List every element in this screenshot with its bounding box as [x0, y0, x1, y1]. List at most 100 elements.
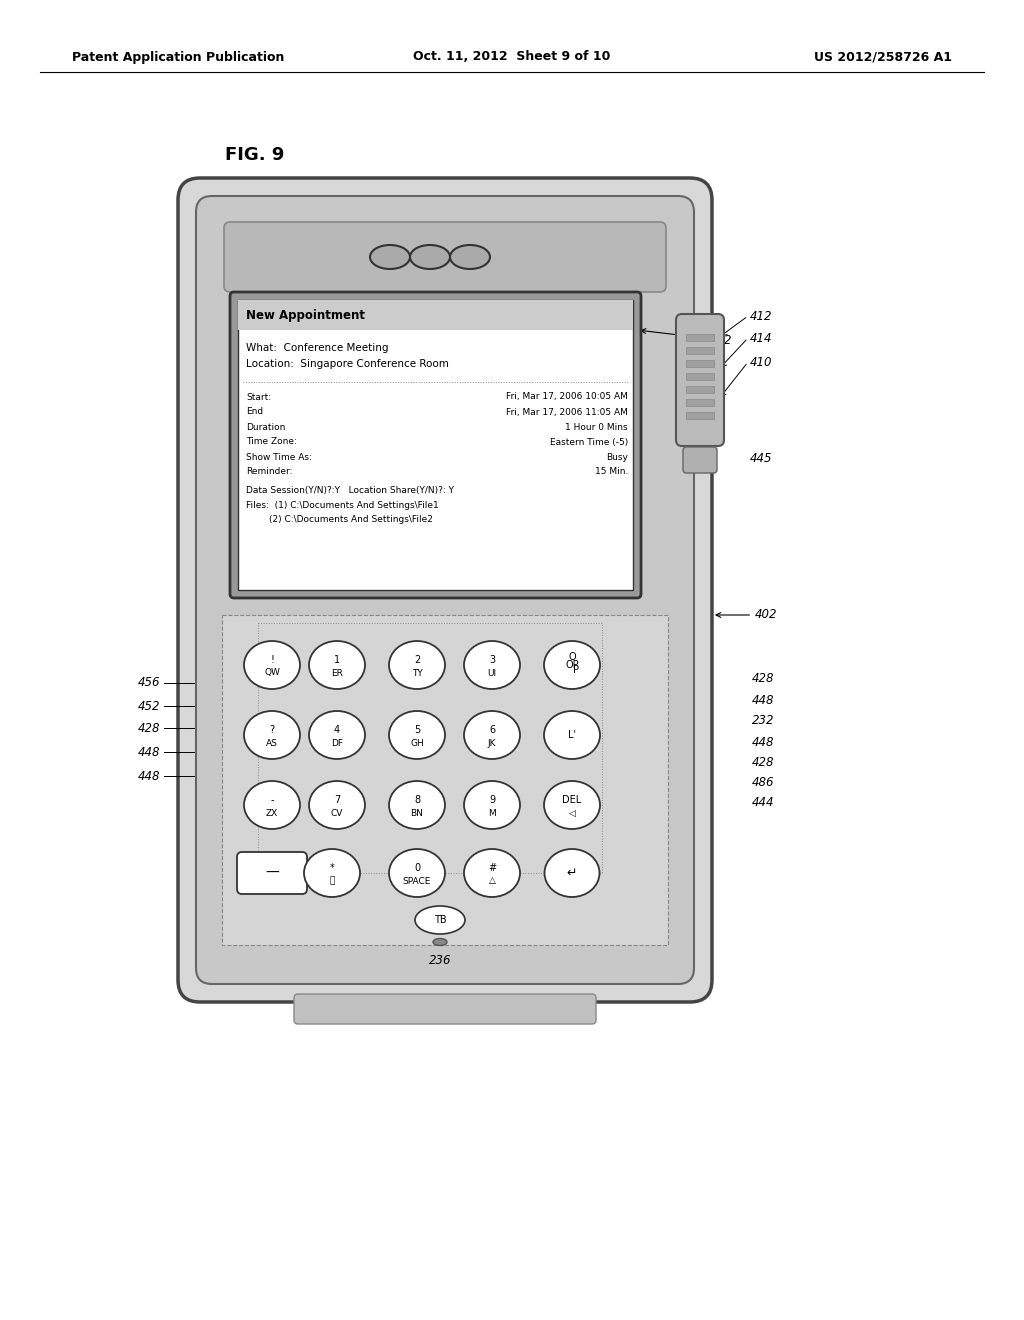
Text: 448: 448 [548, 713, 628, 735]
Ellipse shape [389, 849, 445, 898]
Text: 428: 428 [752, 672, 774, 685]
Ellipse shape [433, 939, 447, 945]
Text: ZX: ZX [266, 808, 279, 817]
Text: Fri, Mar 17, 2006 11:05 AM: Fri, Mar 17, 2006 11:05 AM [506, 408, 628, 417]
Text: M: M [488, 808, 496, 817]
Ellipse shape [544, 642, 600, 689]
Text: Data Session(Y/N)?:Y   Location Share(Y/N)?: Y: Data Session(Y/N)?:Y Location Share(Y/N)… [246, 486, 454, 495]
Text: 444: 444 [752, 796, 774, 808]
Text: △: △ [488, 876, 496, 886]
Text: 428: 428 [137, 722, 160, 734]
Ellipse shape [389, 781, 445, 829]
Text: Patent Application Publication: Patent Application Publication [72, 50, 285, 63]
Bar [686, 360, 714, 367]
Text: 9: 9 [488, 795, 495, 805]
Text: Eastern Time (-5): Eastern Time (-5) [550, 437, 628, 446]
Text: ER: ER [331, 668, 343, 677]
Text: 428: 428 [752, 755, 774, 768]
Ellipse shape [389, 711, 445, 759]
Text: —: — [265, 866, 279, 880]
FancyBboxPatch shape [196, 195, 694, 983]
Bar [238, 300, 633, 330]
Text: Busy: Busy [606, 453, 628, 462]
Text: 486: 486 [752, 776, 774, 788]
Text: 448: 448 [137, 746, 160, 759]
Text: BN: BN [411, 808, 424, 817]
Text: GH: GH [411, 738, 424, 747]
Text: 448: 448 [752, 693, 774, 706]
Text: 406: 406 [556, 235, 579, 264]
Ellipse shape [309, 781, 365, 829]
Text: #: # [488, 863, 496, 873]
Ellipse shape [370, 246, 410, 269]
Text: OP: OP [565, 660, 579, 671]
Ellipse shape [244, 781, 300, 829]
Text: 414: 414 [750, 331, 772, 345]
Text: Reminder:: Reminder: [246, 467, 293, 477]
Bar [686, 385, 714, 393]
Ellipse shape [450, 246, 490, 269]
Text: 452: 452 [564, 642, 584, 651]
FancyBboxPatch shape [683, 447, 717, 473]
Ellipse shape [244, 711, 300, 759]
Text: Fri, Mar 17, 2006 10:05 AM: Fri, Mar 17, 2006 10:05 AM [506, 392, 628, 401]
Text: TB: TB [429, 869, 442, 879]
Text: QW: QW [264, 668, 280, 677]
Text: 412: 412 [750, 309, 772, 322]
Ellipse shape [309, 711, 365, 759]
Text: TY: TY [412, 668, 422, 677]
FancyBboxPatch shape [230, 292, 641, 598]
Text: Duration: Duration [246, 422, 286, 432]
Ellipse shape [544, 781, 600, 829]
Text: CV: CV [331, 808, 343, 817]
Text: End: End [246, 408, 263, 417]
Bar [686, 412, 714, 418]
Text: TB: TB [434, 915, 446, 925]
Text: 410: 410 [750, 355, 772, 368]
Text: US 2012/258726 A1: US 2012/258726 A1 [814, 50, 952, 63]
FancyBboxPatch shape [294, 994, 596, 1024]
Text: 2: 2 [414, 655, 420, 665]
Text: What:  Conference Meeting: What: Conference Meeting [246, 343, 388, 352]
Text: FIG. 9: FIG. 9 [225, 147, 285, 164]
Text: ?: ? [269, 725, 274, 735]
Text: DF: DF [331, 738, 343, 747]
Bar [238, 300, 633, 590]
Text: ⏩: ⏩ [330, 876, 335, 886]
Text: L': L' [568, 730, 575, 741]
Text: 433: 433 [473, 849, 498, 863]
Text: 428: 428 [306, 869, 326, 879]
Text: 428: 428 [238, 642, 258, 651]
Text: 232: 232 [752, 714, 774, 726]
Text: Time Zone:: Time Zone: [246, 437, 297, 446]
FancyBboxPatch shape [237, 851, 307, 894]
Text: Start:: Start: [246, 392, 271, 401]
FancyBboxPatch shape [224, 222, 666, 292]
Ellipse shape [410, 246, 450, 269]
Text: (2) C:\Documents And Settings\File2: (2) C:\Documents And Settings\File2 [246, 516, 433, 524]
Text: 236: 236 [429, 953, 452, 966]
Text: 456: 456 [137, 676, 160, 689]
Text: 452: 452 [137, 700, 160, 713]
Ellipse shape [464, 781, 520, 829]
Text: 456: 456 [600, 642, 620, 651]
Text: 8: 8 [414, 795, 420, 805]
Text: 5: 5 [414, 725, 420, 735]
Text: ◁: ◁ [568, 808, 575, 817]
Text: 15 Min.: 15 Min. [595, 467, 628, 477]
Bar [686, 334, 714, 341]
Text: Show Time As:: Show Time As: [246, 453, 312, 462]
Text: AS: AS [266, 738, 278, 747]
Text: Location:  Singapore Conference Room: Location: Singapore Conference Room [246, 359, 449, 370]
Ellipse shape [464, 711, 520, 759]
Text: DEL: DEL [562, 795, 582, 805]
Ellipse shape [544, 711, 600, 759]
Text: 0: 0 [414, 863, 420, 873]
Ellipse shape [545, 849, 599, 898]
Text: 448: 448 [752, 735, 774, 748]
Text: 1: 1 [334, 655, 340, 665]
Text: 6: 6 [488, 725, 495, 735]
Text: 440: 440 [356, 869, 376, 879]
Bar [258, 623, 602, 873]
Text: 234: 234 [396, 235, 427, 267]
